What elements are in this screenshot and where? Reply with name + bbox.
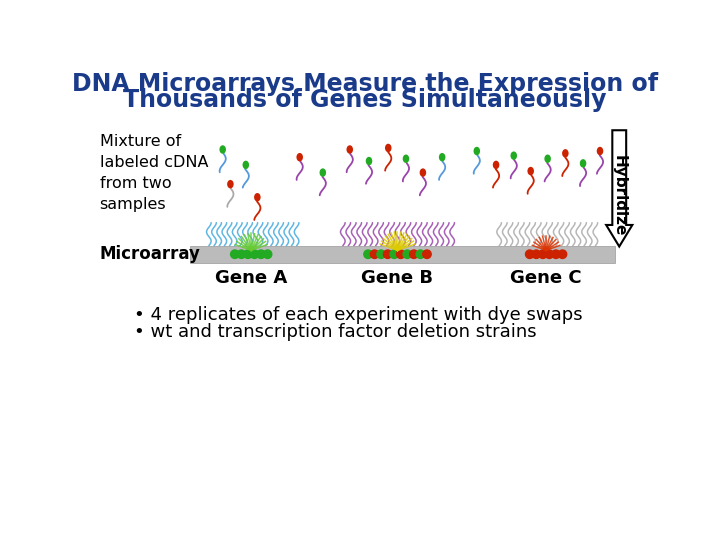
Circle shape (384, 250, 392, 259)
Ellipse shape (474, 147, 480, 156)
Ellipse shape (439, 153, 446, 161)
Text: DNA Microarrays Measure the Expression of: DNA Microarrays Measure the Expression o… (72, 72, 658, 96)
Circle shape (552, 250, 560, 259)
Circle shape (264, 250, 271, 259)
Circle shape (251, 250, 258, 259)
Text: • wt and transcription factor deletion strains: • wt and transcription factor deletion s… (134, 323, 537, 341)
Circle shape (558, 250, 567, 259)
Text: • 4 replicates of each experiment with dye swaps: • 4 replicates of each experiment with d… (134, 306, 582, 324)
Ellipse shape (346, 145, 353, 154)
Ellipse shape (320, 168, 326, 177)
Circle shape (370, 250, 379, 259)
Ellipse shape (220, 145, 226, 154)
Ellipse shape (243, 161, 249, 169)
Circle shape (230, 250, 239, 259)
Ellipse shape (254, 193, 261, 201)
Text: Gene B: Gene B (361, 269, 433, 287)
Text: Hybridize: Hybridize (612, 156, 626, 237)
Text: Gene A: Gene A (215, 269, 287, 287)
Ellipse shape (420, 168, 426, 177)
Circle shape (526, 250, 534, 259)
Ellipse shape (597, 147, 603, 156)
Text: Thousands of Genes Simultaneously: Thousands of Genes Simultaneously (123, 88, 607, 112)
Ellipse shape (528, 167, 534, 176)
Ellipse shape (402, 154, 409, 163)
Bar (190, 246, 616, 262)
Circle shape (390, 250, 398, 259)
Circle shape (410, 250, 418, 259)
Text: Gene C: Gene C (510, 269, 582, 287)
Text: Microarray: Microarray (99, 245, 200, 263)
FancyArrow shape (606, 130, 632, 247)
Circle shape (403, 250, 412, 259)
Circle shape (243, 250, 252, 259)
Circle shape (545, 250, 554, 259)
Circle shape (364, 250, 372, 259)
Circle shape (397, 250, 405, 259)
Ellipse shape (510, 151, 517, 160)
Ellipse shape (227, 180, 234, 188)
Circle shape (416, 250, 425, 259)
Ellipse shape (297, 153, 303, 161)
Circle shape (423, 250, 431, 259)
Ellipse shape (580, 159, 586, 167)
Ellipse shape (544, 154, 551, 163)
Circle shape (257, 250, 265, 259)
Circle shape (532, 250, 541, 259)
Ellipse shape (385, 144, 392, 152)
Ellipse shape (492, 161, 500, 169)
Ellipse shape (366, 157, 372, 165)
Circle shape (539, 250, 547, 259)
Ellipse shape (562, 149, 569, 158)
Circle shape (237, 250, 246, 259)
Text: Mixture of
labeled cDNA
from two
samples: Mixture of labeled cDNA from two samples (99, 133, 208, 212)
Circle shape (377, 250, 385, 259)
